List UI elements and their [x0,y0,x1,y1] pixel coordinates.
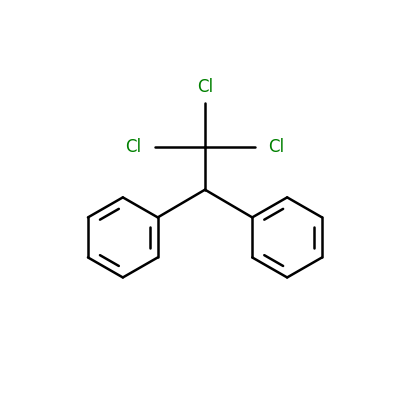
Text: Cl: Cl [197,78,213,96]
Text: Cl: Cl [268,138,285,156]
Text: Cl: Cl [125,138,142,156]
